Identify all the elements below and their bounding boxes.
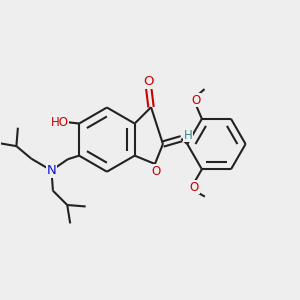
Text: O: O xyxy=(190,181,199,194)
Text: H: H xyxy=(184,129,192,142)
Text: O: O xyxy=(152,165,161,178)
Text: HO: HO xyxy=(51,116,69,129)
Text: N: N xyxy=(46,164,56,177)
Text: O: O xyxy=(143,75,154,88)
Text: O: O xyxy=(191,94,200,107)
